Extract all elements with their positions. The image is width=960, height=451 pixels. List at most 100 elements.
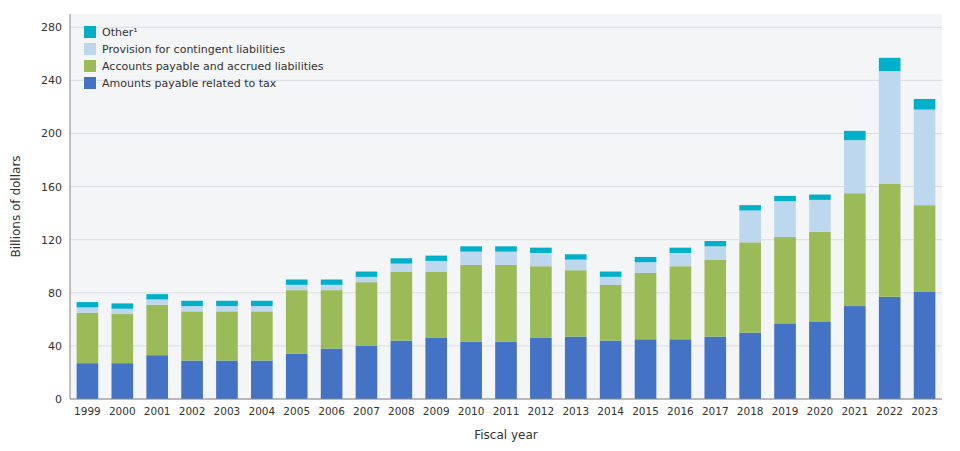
bar-segment <box>495 252 517 265</box>
bar-segment <box>391 258 413 263</box>
legend-swatch <box>84 43 96 55</box>
bar-segment <box>112 363 134 399</box>
bar-segment <box>600 341 622 399</box>
bar-segment <box>425 272 447 338</box>
bar-segment <box>251 311 273 360</box>
bar-segment <box>112 309 134 314</box>
y-tick-label: 80 <box>48 287 62 300</box>
bar-segment <box>704 241 726 246</box>
x-tick-label: 2009 <box>423 405 450 417</box>
bar-segment <box>635 273 657 339</box>
bar-segment <box>112 314 134 363</box>
grid-line <box>70 399 942 400</box>
bar-segment <box>251 361 273 400</box>
x-tick-label: 2004 <box>248 405 275 417</box>
bar-segment <box>321 280 343 285</box>
x-axis-line <box>70 399 942 400</box>
bar-segment <box>530 248 552 253</box>
bar-segment <box>879 71 901 184</box>
bar-segment <box>216 301 238 306</box>
bar-segment <box>495 246 517 251</box>
y-tick-label: 280 <box>41 21 62 34</box>
bar-segment <box>216 306 238 311</box>
x-tick-label: 2006 <box>318 405 345 417</box>
bar-segment <box>286 280 308 285</box>
bar-segment <box>670 253 692 266</box>
legend-swatch <box>84 77 96 89</box>
y-tick-label: 200 <box>41 127 62 140</box>
bar-segment <box>774 196 796 201</box>
bar-segment <box>704 260 726 337</box>
bar-segment <box>460 246 482 251</box>
bar-segment <box>844 140 866 193</box>
bar-segment <box>809 322 831 399</box>
bar-segment <box>495 265 517 342</box>
x-tick-label: 2014 <box>597 405 624 417</box>
x-tick-label: 2011 <box>493 405 520 417</box>
bar-segment <box>181 306 203 311</box>
bar-segment <box>739 242 761 332</box>
bar-segment <box>181 361 203 400</box>
legend: Other¹Provision for contingent liabiliti… <box>84 26 324 90</box>
bar-segment <box>391 341 413 399</box>
bar-segment <box>844 193 866 306</box>
bar-segment <box>670 266 692 339</box>
bar-segment <box>774 201 796 237</box>
y-axis-line <box>70 14 71 399</box>
chart: 0408012016020024028019992000200120022003… <box>0 0 960 451</box>
bar-segment <box>460 342 482 399</box>
bar-segment <box>146 299 168 304</box>
bar-segment <box>914 291 936 399</box>
x-tick-label: 2010 <box>458 405 485 417</box>
bar-segment <box>425 256 447 261</box>
x-tick-label: 2001 <box>144 405 171 417</box>
bar-segment <box>460 252 482 265</box>
bar-segment <box>286 354 308 399</box>
bar-segment <box>251 306 273 311</box>
y-grid <box>70 27 942 399</box>
bar-segment <box>774 323 796 399</box>
bar-segment <box>600 285 622 341</box>
x-tick-label: 2022 <box>876 405 903 417</box>
x-tick-label: 2000 <box>109 405 136 417</box>
bar-segment <box>704 246 726 259</box>
x-tick-label: 2018 <box>737 405 764 417</box>
bars <box>77 58 936 399</box>
x-tick-label: 2020 <box>807 405 834 417</box>
bar-segment <box>425 338 447 399</box>
y-tick-label: 240 <box>41 74 62 87</box>
bar-segment <box>77 313 99 363</box>
bar-segment <box>565 337 587 399</box>
x-tick-label: 2003 <box>214 405 241 417</box>
bar-segment <box>670 339 692 399</box>
x-tick-label: 2021 <box>841 405 868 417</box>
bar-segment <box>356 277 378 282</box>
bar-segment <box>635 339 657 399</box>
bar-segment <box>914 110 936 206</box>
legend-label: Provision for contingent liabilities <box>102 43 285 56</box>
x-tick-label: 2015 <box>632 405 659 417</box>
bar-segment <box>251 301 273 306</box>
x-tick-label: 2007 <box>353 405 380 417</box>
y-tick-label: 40 <box>48 340 62 353</box>
y-tick-label: 120 <box>41 234 62 247</box>
y-axis-title: Billions of dollars <box>9 155 23 257</box>
bar-segment <box>844 131 866 140</box>
bar-segment <box>356 282 378 346</box>
y-tick-label: 160 <box>41 181 62 194</box>
bar-segment <box>321 349 343 399</box>
legend-swatch <box>84 26 96 38</box>
bar-segment <box>914 205 936 291</box>
bar-segment <box>77 363 99 399</box>
bar-segment <box>914 99 936 110</box>
bar-segment <box>879 297 901 399</box>
bar-segment <box>879 58 901 71</box>
bar-segment <box>77 307 99 312</box>
bar-segment <box>286 290 308 354</box>
bar-segment <box>216 361 238 400</box>
bar-segment <box>600 272 622 277</box>
bar-segment <box>146 305 168 355</box>
bar-segment <box>286 285 308 290</box>
bar-segment <box>635 262 657 273</box>
bar-segment <box>321 285 343 290</box>
